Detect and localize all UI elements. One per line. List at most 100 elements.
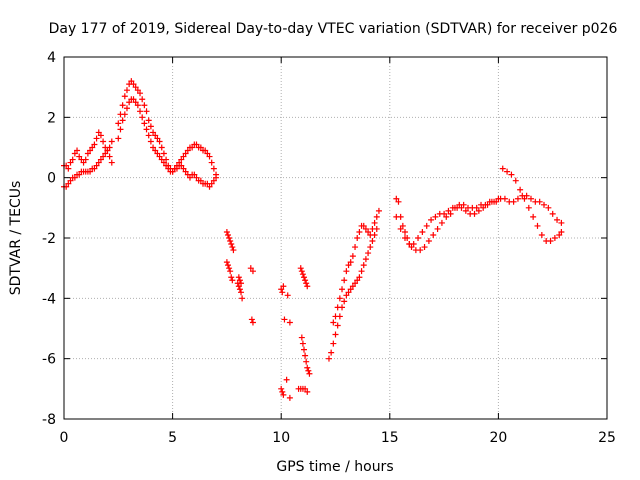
data-point [119,102,126,109]
data-point [115,120,122,127]
data-point [141,120,148,127]
data-point [356,228,363,235]
data-point [202,147,209,154]
data-point [95,129,102,136]
data-point [150,144,157,151]
data-point [279,388,286,395]
data-point [128,78,135,85]
data-point [536,198,543,205]
data-point [280,283,287,290]
data-point [93,135,100,142]
data-point [97,156,104,163]
data-point [230,247,237,254]
data-point [443,213,450,220]
data-point [525,204,532,211]
data-point [428,216,435,223]
y-tick-label: -8 [42,412,56,428]
data-point [65,180,72,187]
data-point [325,355,332,362]
data-point [534,222,541,229]
data-point [302,385,309,392]
data-point [182,168,189,175]
data-point [223,259,230,266]
series-arc-4 [115,96,220,190]
x-tick-label: 0 [60,430,69,446]
data-point [419,228,426,235]
data-point [228,241,235,248]
data-point [438,219,445,226]
data-point [303,280,310,287]
data-point [301,274,308,281]
data-point [373,213,380,220]
data-point [402,235,409,241]
data-point [558,219,565,226]
data-point [134,87,141,94]
data-point [223,228,230,235]
data-point [278,385,285,392]
data-point [186,174,193,181]
data-point [108,159,115,166]
data-point [67,177,74,184]
data-point [197,144,204,151]
data-point [74,147,81,154]
data-point [89,144,96,151]
data-point [189,144,196,151]
data-point [178,162,185,169]
data-point [462,207,469,214]
data-point [375,207,382,214]
data-point [193,141,200,148]
data-point [97,132,104,139]
data-point [121,111,128,118]
data-point [147,138,154,145]
data-point [206,153,213,160]
data-point [180,153,187,160]
data-point [69,156,76,163]
data-point [297,265,304,272]
data-point [360,262,367,269]
data-point [408,244,415,251]
data-point [281,316,288,323]
data-point [517,186,524,193]
data-point [165,165,172,172]
data-point [163,162,170,169]
data-point [236,277,243,284]
data-point [67,159,74,166]
data-point [538,231,545,238]
data-point [447,210,454,217]
data-point [224,262,231,269]
data-point [445,207,452,214]
data-point [82,156,89,163]
axis-ticks: 0 5 10 15 20 25 -8 -6 -4 -2 0 2 4 [42,50,616,446]
data-point [208,180,215,187]
data-point [76,153,83,160]
series-arc-7 [330,207,382,326]
data-point [173,165,180,172]
data-point [191,171,198,178]
data-point [247,265,254,272]
data-point [425,238,432,245]
data-point [541,201,548,208]
data-point [158,156,165,163]
series-arc-10 [393,192,565,248]
data-point [471,210,478,217]
data-point [156,153,163,160]
data-point [345,262,352,269]
data-point [332,331,339,338]
grid [64,57,607,419]
data-point [460,201,467,208]
data-point [227,238,234,245]
data-point [299,271,306,278]
data-point [367,244,374,251]
data-point [160,159,167,166]
data-point [121,93,128,100]
data-point [71,150,78,157]
data-point [365,250,372,257]
data-point [397,225,404,232]
data-point [95,159,102,166]
data-point [298,268,305,275]
data-point [286,394,293,401]
data-point [197,177,204,184]
data-point [178,156,185,163]
data-point [304,283,311,290]
